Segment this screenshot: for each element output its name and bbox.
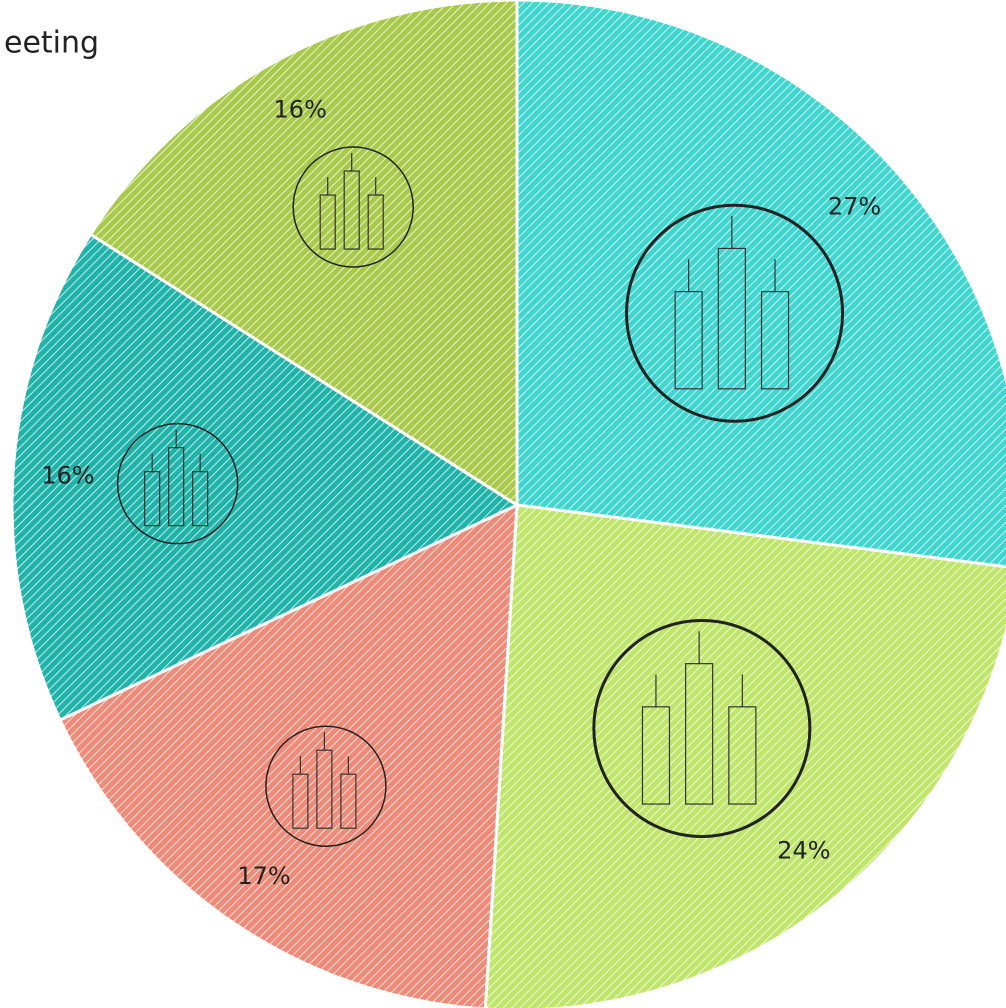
chart: 27% 24% 17% 16% 16% eeting xyxy=(0,0,1006,1008)
pie xyxy=(12,0,1006,1008)
data-label: 16% xyxy=(274,96,327,124)
page: {"chart_data": {"type": "pie", "title": … xyxy=(0,0,1006,1008)
data-label: 17% xyxy=(237,862,290,890)
chart-title: eeting xyxy=(4,26,99,61)
data-label: 16% xyxy=(41,462,94,490)
data-label: 27% xyxy=(828,192,881,220)
pie-slice xyxy=(485,505,1006,1008)
pie-slice xyxy=(517,0,1006,568)
data-label: 24% xyxy=(777,837,830,865)
